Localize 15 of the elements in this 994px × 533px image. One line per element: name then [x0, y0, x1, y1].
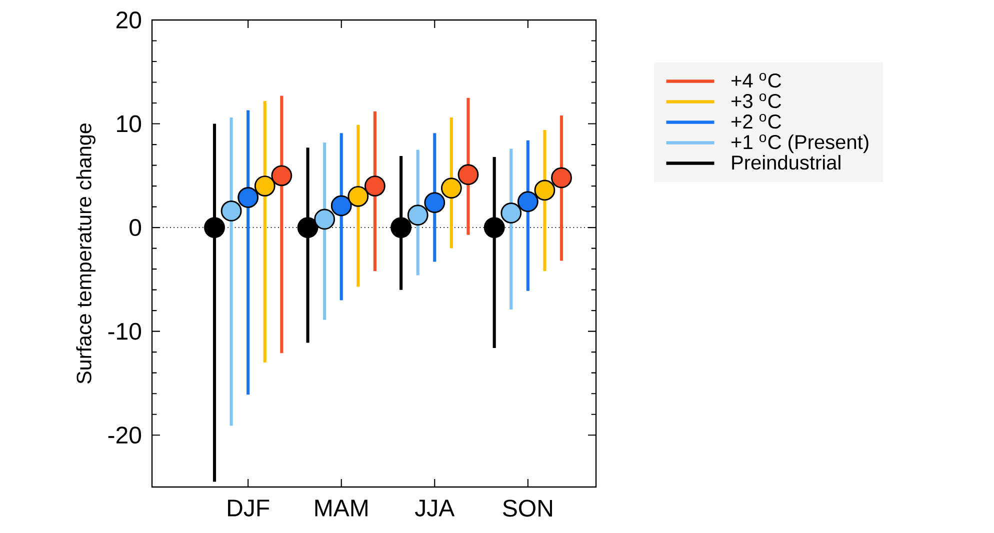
x-tick-label: MAM [315, 500, 368, 516]
y-axis-title: Surface temperature change [76, 123, 96, 384]
legend-label: Preindustrial [732, 154, 840, 170]
x-tick-label: DJF [228, 500, 270, 516]
y-tick-label: -20 [108, 426, 142, 444]
x-tick-label: JJA [415, 500, 455, 516]
legend-label: +3 $^{o}$C [732, 93, 782, 108]
y-tick-label: 0 [130, 219, 142, 236]
legend-label: +4 $^{o}$C [732, 72, 782, 88]
y-tick-label: -10 [108, 322, 142, 340]
legend-label: +1 $^{o}$C (Present) [732, 134, 868, 154]
y-tick-label: 10 [117, 115, 142, 132]
legend-label: +2 $^{o}$C [732, 114, 782, 129]
y-tick-label: 20 [116, 11, 142, 28]
x-tick-label: SON [503, 500, 552, 517]
